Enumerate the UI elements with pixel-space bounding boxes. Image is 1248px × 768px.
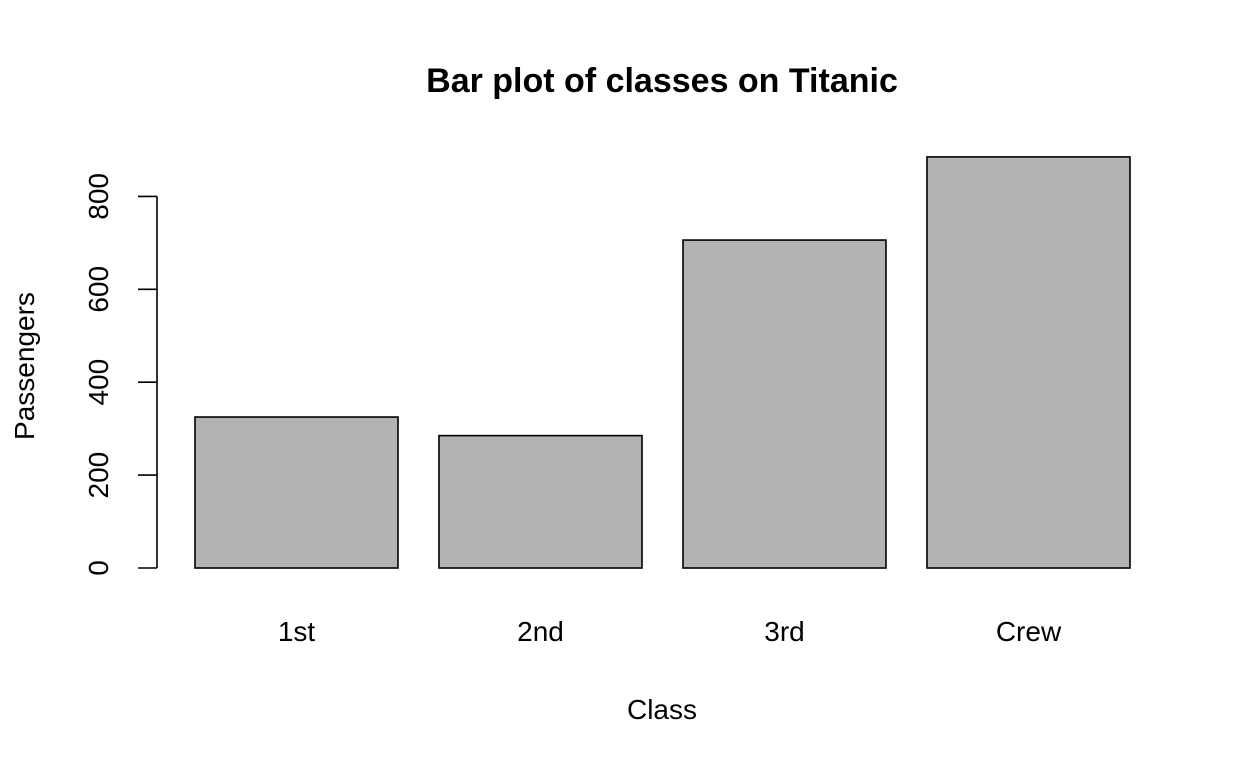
y-tick-label-400: 400 (83, 359, 114, 406)
bar-crew (927, 157, 1130, 568)
x-axis-label: Class (627, 694, 697, 725)
x-tick-label-crew: Crew (996, 616, 1062, 647)
bar-3rd (683, 240, 886, 568)
y-axis-label: Passengers (9, 292, 40, 440)
y-tick-label-200: 200 (83, 452, 114, 499)
chart-title: Bar plot of classes on Titanic (426, 62, 898, 100)
x-tick-label-3rd: 3rd (764, 616, 804, 647)
x-tick-label-1st: 1st (278, 616, 316, 647)
y-tick-label-0: 0 (83, 560, 114, 576)
y-tick-label-600: 600 (83, 266, 114, 313)
y-axis: 0 200 400 600 800 (83, 173, 157, 576)
bars-group (195, 157, 1130, 568)
bar-1st (195, 417, 398, 568)
x-tick-label-2nd: 2nd (517, 616, 564, 647)
y-tick-label-800: 800 (83, 173, 114, 220)
x-axis-tick-labels: 1st 2nd 3rd Crew (278, 616, 1062, 647)
bar-2nd (439, 436, 642, 568)
